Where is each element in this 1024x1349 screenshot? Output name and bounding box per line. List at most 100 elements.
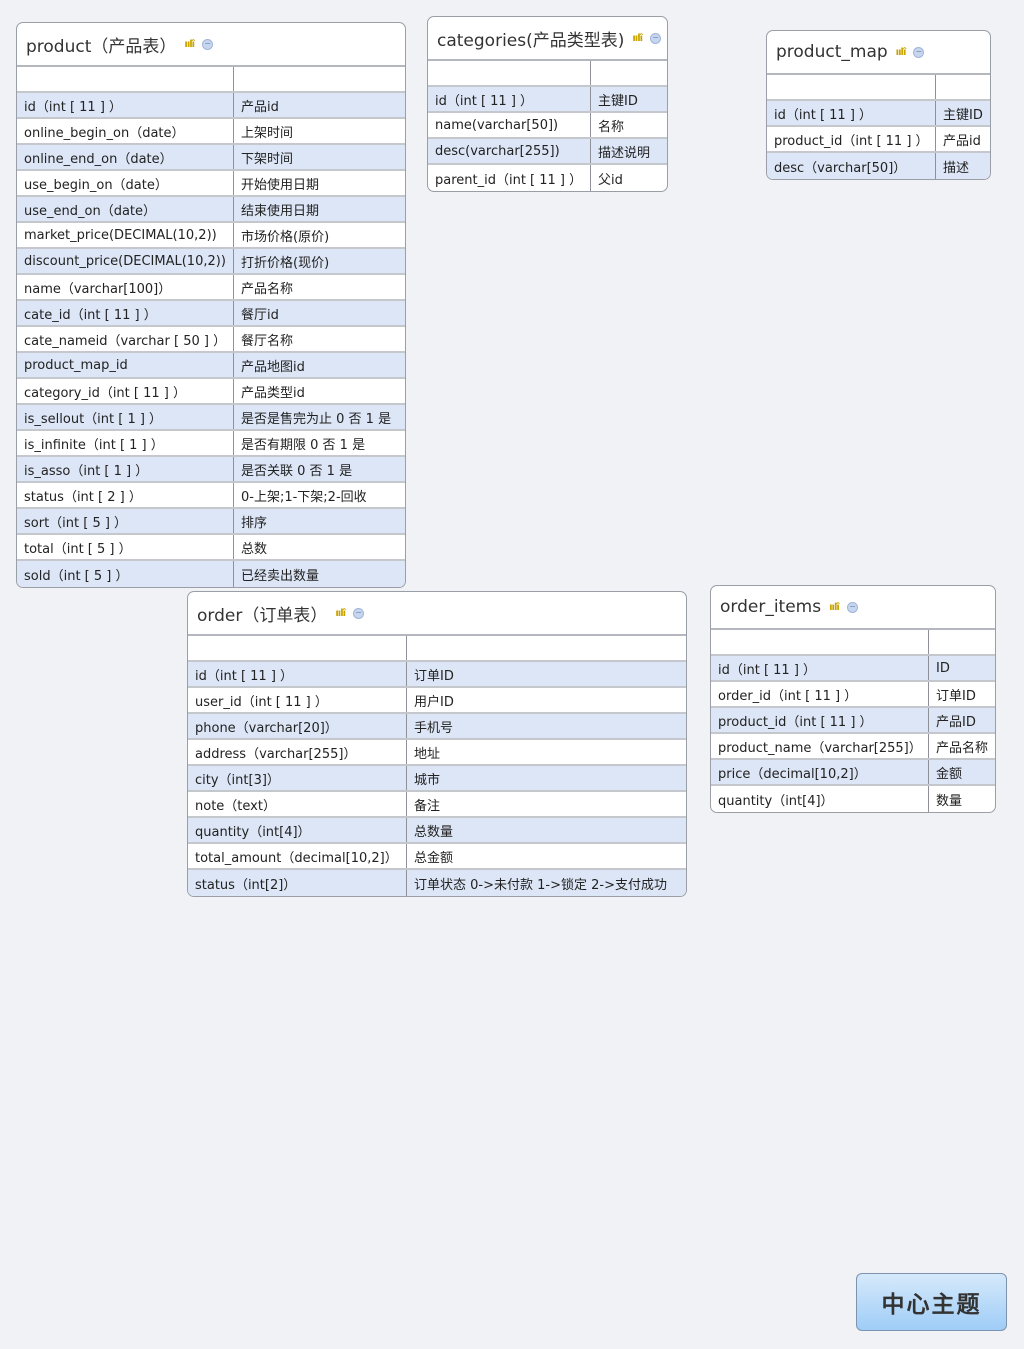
field-name: parent_id（int [ 11 ] ） [428,165,591,191]
field-description: 产品地图id [241,359,305,375]
field-name: city（int[3]） [188,766,407,790]
table-row[interactable]: market_price(DECIMAL(10,2)) 市场价格(原价) [17,223,405,249]
table-row[interactable]: id（int [ 11 ] ） ID [711,656,995,682]
field-name: online_end_on（date） [17,145,234,169]
table-row[interactable]: address（varchar[255]） 地址 [188,740,686,766]
field-description: ID [936,660,950,676]
field-name: note（text） [188,792,407,816]
table-row[interactable]: total（int [ 5 ] ） 总数 [17,535,405,561]
table-row[interactable]: quantity（int[4]） 数量 [711,786,995,812]
table-product-node[interactable]: product（产品表） ıılî − id（int [ 11 ] ） 产品id onli… [16,22,406,588]
table-row[interactable]: product_id（int [ 11 ] ） 产品ID [711,708,995,734]
table-row[interactable]: category_id（int [ 11 ] ） 产品类型id [17,379,405,405]
field-description: 总金额 [414,850,454,866]
table-row[interactable]: use_begin_on（date） 开始使用日期 [17,171,405,197]
header-row [188,636,686,662]
field-name: product_id（int [ 11 ] ） [711,708,929,732]
field-description: 地址 [414,746,441,762]
collapse-icon[interactable]: − [913,46,925,58]
table-row[interactable]: online_end_on（date） 下架时间 [17,145,405,171]
table-row[interactable]: city（int[3]） 城市 [188,766,686,792]
field-name: desc（varchar[50]） [767,153,936,179]
table-row[interactable]: is_infinite（int [ 1 ] ） 是否有期限 0 否 1 是 [17,431,405,457]
field-name: id（int [ 11 ] ） [767,101,936,125]
table-row[interactable]: online_begin_on（date） 上架时间 [17,119,405,145]
cell [188,636,407,660]
header-row [711,630,995,656]
table-row[interactable]: total_amount（decimal[10,2]） 总金额 [188,844,686,870]
table-title[interactable]: order（订单表） ıılî − [188,592,686,636]
table-row[interactable]: note（text） 备注 [188,792,686,818]
collapse-icon[interactable]: − [650,32,662,44]
table-row[interactable]: quantity（int[4]） 总数量 [188,818,686,844]
field-description: 打折价格(现价) [241,255,330,271]
table-row[interactable]: status（int [ 2 ] ） 0-上架;1-下架;2-回收 [17,483,405,509]
field-description: 父id [598,172,623,188]
table-row[interactable]: order_id（int [ 11 ] ） 订单ID [711,682,995,708]
table-row[interactable]: id（int [ 11 ] ） 主键ID [428,87,667,113]
field-description: 产品名称 [241,281,294,297]
field-name: status（int [ 2 ] ） [17,483,234,507]
table-row[interactable]: status（int[2]） 订单状态 0->未付款 1->锁定 2->支付成功 [188,870,686,896]
table-title[interactable]: categories(产品类型表) ıılî − [428,17,667,61]
table-title-text: order（订单表） [197,605,328,626]
field-description: 是否是售完为止 0 否 1 是 [241,411,392,427]
table-row[interactable]: cate_nameid（varchar [ 50 ] ） 餐厅名称 [17,327,405,353]
cell [711,630,929,654]
field-description: 数量 [936,793,963,809]
table-row[interactable]: desc(varchar[255]) 描述说明 [428,139,667,165]
chart-icon[interactable]: ıılî [632,32,643,44]
table-title-text: categories(产品类型表) [437,30,625,51]
table-row[interactable]: discount_price(DECIMAL(10,2)) 打折价格(现价) [17,249,405,275]
table-row[interactable]: is_asso（int [ 1 ] ） 是否关联 0 否 1 是 [17,457,405,483]
table-title[interactable]: product（产品表） ıılî − [17,23,405,67]
field-description: 开始使用日期 [241,177,320,193]
field-description: 是否有期限 0 否 1 是 [241,437,366,453]
table-row[interactable]: sort（int [ 5 ] ） 排序 [17,509,405,535]
table-order-node[interactable]: order（订单表） ıılî − id（int [ 11 ] ） 订单ID user_i… [187,591,687,897]
table-row[interactable]: parent_id（int [ 11 ] ） 父id [428,165,667,191]
table-row[interactable]: product_id（int [ 11 ] ） 产品id [767,127,990,153]
chart-icon[interactable]: ıılî [184,38,195,50]
table-row[interactable]: id（int [ 11 ] ） 产品id [17,93,405,119]
field-description: 产品名称 [936,740,989,756]
chart-icon[interactable]: ıılî [895,46,907,58]
field-name: product_id（int [ 11 ] ） [767,127,936,151]
table-row[interactable]: cate_id（int [ 11 ] ） 餐厅id [17,301,405,327]
field-name: sort（int [ 5 ] ） [17,509,234,533]
table-row[interactable]: name（varchar[100]） 产品名称 [17,275,405,301]
field-description: 产品id [943,133,981,149]
table-row[interactable]: product_map_id 产品地图id [17,353,405,379]
field-description: 已经卖出数量 [241,568,320,584]
table-title[interactable]: order_items ıılî − [711,586,995,630]
field-name: address（varchar[255]） [188,740,407,764]
table-order_items-node[interactable]: order_items ıılî − id（int [ 11 ] ） ID order_i… [710,585,996,813]
central-topic[interactable]: 中心主题 [856,1273,1007,1331]
collapse-icon[interactable]: − [353,607,365,619]
header-row [767,75,990,101]
field-name: sold（int [ 5 ] ） [17,561,234,587]
table-product_map-node[interactable]: product_map ıılî − id（int [ 11 ] ） 主键ID produ… [766,30,991,180]
table-row[interactable]: price（decimal[10,2]） 金额 [711,760,995,786]
collapse-icon[interactable]: − [846,601,858,613]
cell [767,75,936,99]
table-row[interactable]: product_name（varchar[255]） 产品名称 [711,734,995,760]
table-row[interactable]: desc（varchar[50]） 描述 [767,153,990,179]
table-row[interactable]: name(varchar[50]) 名称 [428,113,667,139]
table-row[interactable]: user_id（int [ 11 ] ） 用户ID [188,688,686,714]
field-name: cate_id（int [ 11 ] ） [17,301,234,325]
table-categories-node[interactable]: categories(产品类型表) ıılî − id（int [ 11 ] ） 主键I… [427,16,668,192]
table-row[interactable]: id（int [ 11 ] ） 主键ID [767,101,990,127]
table-title[interactable]: product_map ıılî − [767,31,990,75]
table-row[interactable]: is_sellout（int [ 1 ] ） 是否是售完为止 0 否 1 是 [17,405,405,431]
table-title-text: product（产品表） [26,36,177,57]
table-row[interactable]: use_end_on（date） 结束使用日期 [17,197,405,223]
chart-icon[interactable]: ıılî [829,601,840,613]
chart-icon[interactable]: ıılî [335,607,346,619]
table-row[interactable]: sold（int [ 5 ] ） 已经卖出数量 [17,561,405,587]
field-name: name（varchar[100]） [17,275,234,299]
table-row[interactable]: phone（varchar[20]） 手机号 [188,714,686,740]
table-row[interactable]: id（int [ 11 ] ） 订单ID [188,662,686,688]
field-description: 下架时间 [241,151,294,167]
collapse-icon[interactable]: − [202,38,214,50]
